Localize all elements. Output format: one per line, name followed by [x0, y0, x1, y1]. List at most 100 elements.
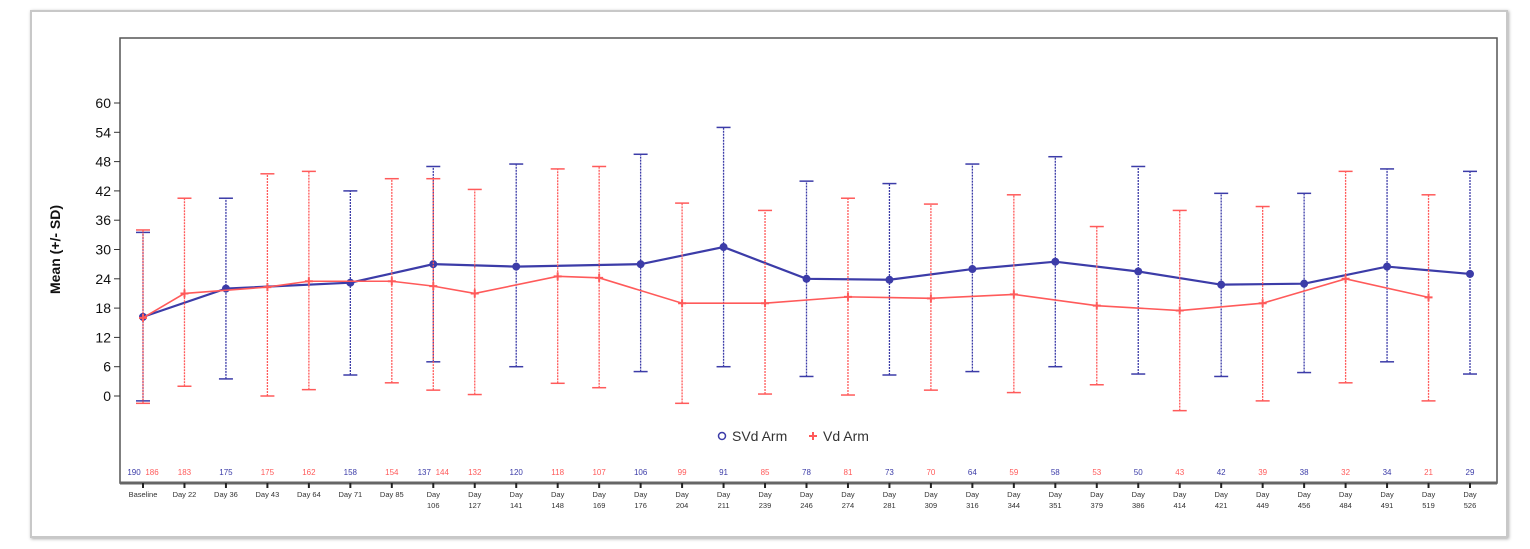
- x-tick-label: Day 127: [468, 490, 482, 510]
- svd-arm-point: [719, 243, 728, 252]
- vd-arm-point: [470, 289, 479, 298]
- vd-arm-n-label: 32: [1341, 468, 1350, 477]
- vd-arm-point: [595, 273, 604, 282]
- svd-arm-n-label: 91: [719, 468, 728, 477]
- vd-arm-point: [678, 299, 687, 308]
- svd-arm-point: [1300, 279, 1309, 288]
- x-tick-label: Day 386: [1132, 490, 1146, 510]
- x-tick-label: Baseline: [129, 490, 158, 499]
- vd-arm-n-label: 107: [592, 468, 606, 477]
- svd-arm-point: [1134, 267, 1143, 276]
- vd-arm-n-label: 53: [1092, 468, 1101, 477]
- svd-arm-n-label: 137: [418, 468, 432, 477]
- vd-arm-point: [761, 299, 770, 308]
- x-tick-label: Day 414: [1173, 490, 1187, 510]
- svd-arm-n-label: 106: [634, 468, 648, 477]
- svd-arm-point: [1051, 257, 1060, 266]
- vd-arm-n-label: 132: [468, 468, 482, 477]
- svd-arm-n-label: 38: [1300, 468, 1309, 477]
- vd-arm-point: [180, 289, 189, 298]
- y-tick-label: 0: [103, 388, 111, 404]
- vd-arm-point: [553, 272, 562, 281]
- y-tick-label: 48: [95, 154, 111, 170]
- x-tick-label: Day 421: [1215, 490, 1229, 510]
- vd-arm-n-label: 186: [145, 468, 159, 477]
- x-tick-label: Day 106: [427, 490, 441, 510]
- vd-arm-n-label: 183: [178, 468, 192, 477]
- x-tick-label: Day 169: [592, 490, 606, 510]
- x-tick-label: Day 281: [883, 490, 897, 510]
- vd-arm-point: [1175, 306, 1184, 315]
- vd-arm-n-label: 43: [1175, 468, 1184, 477]
- svd-arm-n-label: 50: [1134, 468, 1143, 477]
- vd-arm-point: [1341, 274, 1350, 283]
- x-tick-label: Day 274: [841, 490, 855, 510]
- x-tick-label: Day 176: [634, 490, 648, 510]
- svd-arm-n-label: 190: [127, 468, 141, 477]
- vd-arm-n-label: 21: [1424, 468, 1433, 477]
- vd-arm-n-label: 85: [761, 468, 770, 477]
- y-tick-label: 36: [95, 212, 111, 228]
- svd-arm-n-label: 42: [1217, 468, 1226, 477]
- svd-arm-n-label: 64: [968, 468, 977, 477]
- svd-arm-point: [968, 265, 977, 274]
- vd-arm-point: [1424, 293, 1433, 302]
- vd-arm-point: [1092, 301, 1101, 310]
- vd-arm-point: [387, 277, 396, 286]
- svd-arm-n-label: 29: [1466, 468, 1475, 477]
- vd-arm-n-label: 162: [302, 468, 316, 477]
- x-tick-label: Day 36: [214, 490, 238, 499]
- x-tick-label: Day 211: [717, 490, 731, 510]
- y-tick-label: 54: [95, 124, 111, 140]
- x-tick-label: Day 519: [1422, 490, 1436, 510]
- vd-arm-n-label: 144: [436, 468, 450, 477]
- vd-arm-n-label: 59: [1009, 468, 1018, 477]
- svd-arm-n-label: 175: [219, 468, 233, 477]
- x-tick-label: Day 71: [338, 490, 362, 499]
- vd-arm-n-label: 118: [551, 468, 564, 477]
- svd-arm-point: [346, 278, 355, 287]
- x-tick-label: Day 449: [1256, 490, 1270, 510]
- vd-arm-n-label: 70: [926, 468, 935, 477]
- legend-marker-vd: [809, 432, 817, 440]
- x-tick-label: Day 309: [924, 490, 938, 510]
- svd-arm-point: [512, 262, 521, 271]
- vd-arm-point: [1009, 290, 1018, 299]
- y-axis-label: Mean (+/- SD): [47, 205, 63, 294]
- svd-arm-point: [636, 260, 645, 269]
- svd-arm-point: [885, 275, 894, 284]
- svd-arm-point: [429, 260, 438, 269]
- svd-arm-point: [221, 284, 230, 293]
- x-tick-label: Day 239: [758, 490, 772, 510]
- svd-arm-n-label: 73: [885, 468, 894, 477]
- svd-arm-point: [802, 274, 811, 283]
- y-tick-label: 30: [95, 242, 111, 258]
- svd-arm-n-label: 58: [1051, 468, 1060, 477]
- vd-arm-n-label: 99: [678, 468, 687, 477]
- legend-label-svd: SVd Arm: [732, 428, 787, 444]
- y-tick-label: 24: [95, 271, 111, 287]
- y-tick-label: 18: [95, 300, 111, 316]
- vd-arm-point: [926, 294, 935, 303]
- svd-arm-n-label: 78: [802, 468, 811, 477]
- x-tick-label: Day 141: [510, 490, 524, 510]
- x-tick-label: Day 246: [800, 490, 814, 510]
- svd-arm-point: [1217, 280, 1226, 289]
- legend-label-vd: Vd Arm: [823, 428, 869, 444]
- x-tick-label: Day 484: [1339, 490, 1353, 510]
- y-tick-label: 12: [95, 329, 111, 345]
- x-tick-label: Day 456: [1297, 490, 1311, 510]
- y-tick-label: 60: [95, 95, 111, 111]
- vd-arm-n-label: 154: [385, 468, 399, 477]
- chart-frame: [30, 10, 1508, 538]
- x-tick-label: Day 344: [1007, 490, 1021, 510]
- legend-marker-svd: [717, 431, 727, 441]
- vd-arm-n-label: 39: [1258, 468, 1267, 477]
- svd-arm-n-label: 120: [510, 468, 524, 477]
- x-tick-label: Day 204: [675, 490, 689, 510]
- x-tick-label: Day 491: [1380, 490, 1394, 510]
- x-tick-label: Day 85: [380, 490, 404, 499]
- x-tick-label: Day 316: [966, 490, 980, 510]
- vd-arm-n-label: 81: [844, 468, 853, 477]
- x-tick-label: Day 148: [551, 490, 565, 510]
